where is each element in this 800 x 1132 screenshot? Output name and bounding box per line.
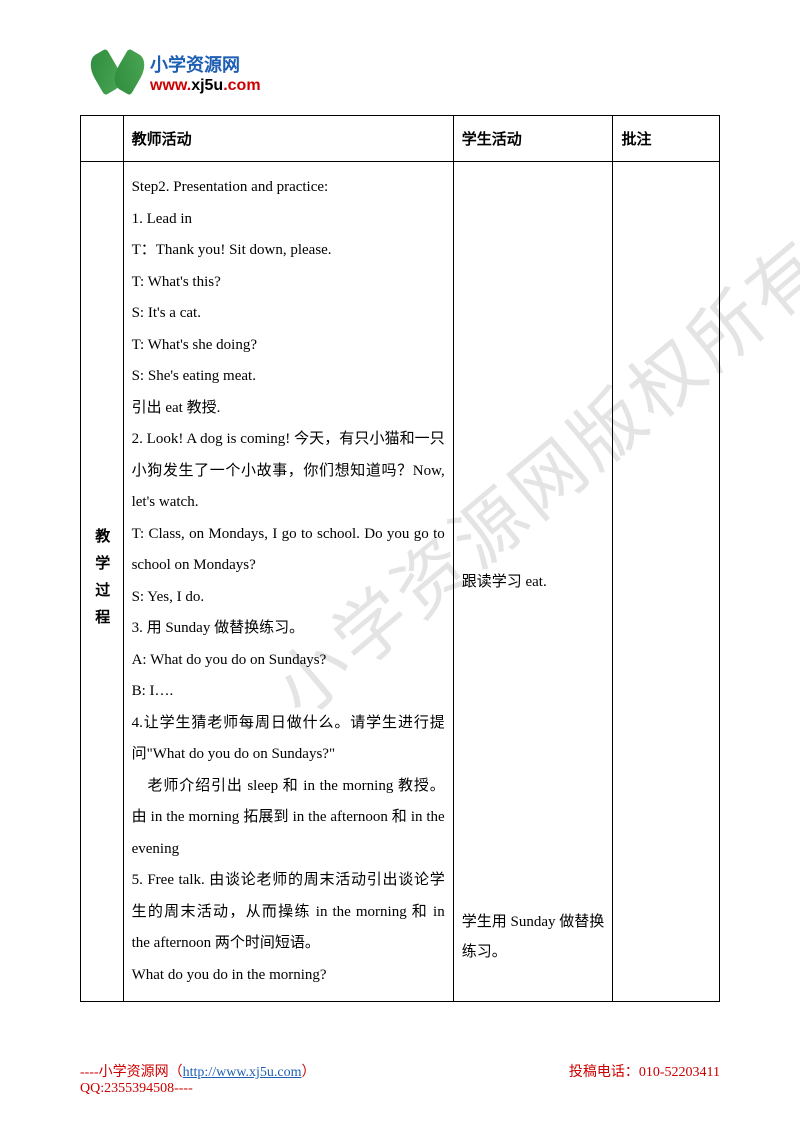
header-notes: 批注 [613,116,720,162]
teacher-line: T: What's this? [132,267,445,299]
teacher-line: B: I…. [132,676,445,708]
teacher-line: 2. Look! A dog is coming! 今天，有只小猫和一只小狗发生… [132,424,445,519]
header-empty [81,116,124,162]
footer-phone: 投稿电话：010-52203411 [569,1061,720,1081]
teacher-line: What do you do in the morning? [132,960,445,992]
page-container: 小学资源网 www.xj5u.com 教师活动 学生活动 批注 教学过程 Ste… [0,0,800,1032]
teacher-line: S: Yes, I do. [132,582,445,614]
student-activity-cell: 跟读学习 eat. 学生用 Sunday 做替换练习。 [453,162,613,1002]
page-footer: ----小学资源网（http://www.xj5u.com） QQ:235539… [80,1061,720,1097]
teacher-line: 5. Free talk. 由谈论老师的周末活动引出谈论学生的周末活动，从而操练… [132,865,445,960]
header-student: 学生活动 [453,116,613,162]
logo-title: 小学资源网 [150,55,261,77]
table-header-row: 教师活动 学生活动 批注 [81,116,720,162]
logo-area: 小学资源网 www.xj5u.com [90,50,720,100]
teacher-activity-cell: Step2. Presentation and practice: 1. Lea… [123,162,453,1002]
footer-url-link[interactable]: http://www.xj5u.com [183,1065,302,1080]
teacher-line: 老师介绍引出 sleep 和 in the morning 教授。由 in th… [132,771,445,866]
header-teacher: 教师活动 [123,116,453,162]
student-text-1: 跟读学习 eat. [462,567,605,597]
notes-cell [613,162,720,1002]
teacher-line: S: She's eating meat. [132,361,445,393]
sidebar-label-cell: 教学过程 [81,162,124,1002]
teacher-line: 引出 eat 教授. [132,393,445,425]
sidebar-label: 教学过程 [91,528,112,636]
logo-leaf-icon [90,50,145,100]
teacher-line: S: It's a cat. [132,298,445,330]
table-content-row: 教学过程 Step2. Presentation and practice: 1… [81,162,720,1002]
lesson-plan-table: 教师活动 学生活动 批注 教学过程 Step2. Presentation an… [80,115,720,1002]
teacher-line: 4.让学生猜老师每周日做什么。请学生进行提问"What do you do on… [132,708,445,771]
teacher-line: Step2. Presentation and practice: [132,172,445,204]
footer-suffix: ） [302,1065,316,1080]
teacher-line: T: Class, on Mondays, I go to school. Do… [132,519,445,582]
teacher-line: 3. 用 Sunday 做替换练习。 [132,613,445,645]
logo-text: 小学资源网 www.xj5u.com [150,55,261,96]
teacher-line: T：Thank you! Sit down, please. [132,235,445,267]
footer-prefix: ----小学资源网（ [80,1065,183,1080]
student-text-2: 学生用 Sunday 做替换练习。 [462,907,605,967]
footer-qq: QQ:2355394508---- [80,1081,316,1097]
teacher-line: 1. Lead in [132,204,445,236]
logo-url: www.xj5u.com [150,76,261,95]
teacher-line: A: What do you do on Sundays? [132,645,445,677]
teacher-line: T: What's she doing? [132,330,445,362]
footer-left: ----小学资源网（http://www.xj5u.com） QQ:235539… [80,1061,316,1097]
